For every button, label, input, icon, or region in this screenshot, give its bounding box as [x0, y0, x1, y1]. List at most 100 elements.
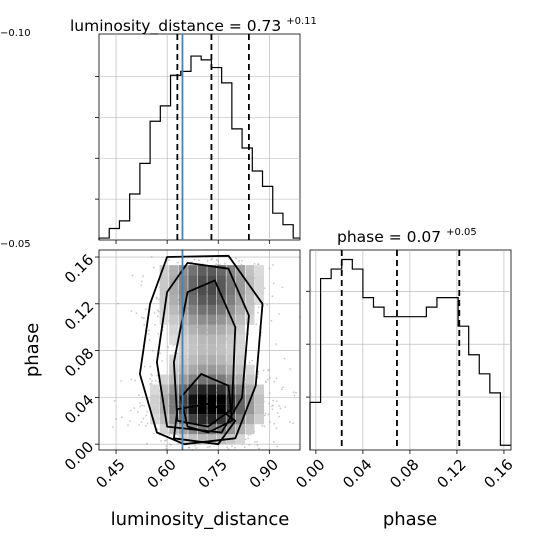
density-cell: [197, 404, 207, 415]
density-cell: [216, 275, 226, 286]
density-cell: [207, 414, 217, 425]
density-cell: [216, 324, 226, 335]
scatter-point: [275, 343, 278, 346]
title-prefix: phase = 0.07: [337, 228, 441, 246]
density-cell: [216, 384, 226, 395]
density-cell: [207, 394, 217, 405]
density-cell: [150, 414, 160, 425]
density-cell: [226, 285, 236, 296]
scatter-point: [234, 446, 236, 449]
scatter-point: [165, 445, 168, 448]
density-cell: [197, 334, 207, 345]
scatter-point: [211, 257, 214, 260]
scatter-point: [138, 424, 140, 426]
scatter-point: [262, 369, 265, 372]
scatter-point: [279, 407, 282, 410]
scatter-point: [130, 378, 133, 381]
scatter-point: [263, 414, 266, 417]
density-cell: [188, 404, 198, 415]
density-cell: [159, 275, 169, 286]
scatter-point: [283, 357, 286, 360]
density-cell: [207, 304, 217, 315]
density-cell: [235, 314, 245, 325]
density-cell: [235, 334, 245, 345]
scatter-point: [193, 258, 196, 261]
density-cell: [197, 434, 207, 445]
scatter-point: [256, 444, 259, 447]
density-cell: [150, 394, 160, 405]
scatter-point: [267, 413, 270, 416]
scatter-point: [130, 310, 133, 313]
density-cell: [245, 424, 255, 435]
density-cell: [197, 374, 207, 385]
scatter-point: [150, 256, 153, 258]
density-cell: [169, 265, 179, 276]
contour-line: [179, 373, 233, 434]
scatter-point: [248, 444, 251, 446]
density-cell: [207, 434, 217, 445]
scatter-point: [147, 332, 150, 335]
density-cell: [169, 324, 179, 335]
density-cell: [150, 384, 160, 395]
density-cell: [169, 275, 179, 286]
scatter-point: [152, 266, 155, 269]
scatter-point: [271, 408, 274, 411]
scatter-point: [149, 365, 152, 368]
scatter-point: [158, 310, 160, 313]
scatter-point: [172, 344, 175, 347]
x-tick-labels: 0.00 0.04 0.08 0.12 0.16: [292, 456, 516, 492]
density-cell: [197, 294, 207, 305]
scatter-point: [146, 411, 149, 413]
density-cell: [235, 265, 245, 276]
density-cell: [159, 414, 169, 425]
scatter-point: [266, 378, 269, 381]
density-cell: [216, 354, 226, 365]
scatter-point: [156, 428, 159, 431]
quantile-lines: [340, 250, 461, 450]
density-cell: [245, 304, 255, 315]
scatter-point: [271, 295, 274, 298]
density-cell: [235, 384, 245, 395]
scatter-point: [256, 440, 258, 443]
scatter-point: [243, 446, 246, 449]
density-cell: [197, 265, 207, 276]
density-cell: [188, 265, 198, 276]
scatter-point: [257, 373, 259, 376]
density-cell: [207, 404, 217, 415]
density-cell: [207, 294, 217, 305]
scatter-point: [272, 441, 275, 443]
density-cell: [169, 374, 179, 385]
density-cell: [207, 324, 217, 335]
density-cell: [216, 344, 226, 355]
scatter-point: [145, 414, 148, 417]
title-upper-error: +0.05: [446, 227, 477, 238]
density-cell: [188, 304, 198, 315]
scatter-point: [217, 260, 219, 262]
scatter-point: [272, 282, 275, 285]
panel-joint: 0.45 0.60 0.75 0.90 0.00 0.04 0.08 0.12 0.16: [61, 249, 301, 492]
density-cell: [188, 354, 198, 365]
density-cell: [169, 384, 179, 395]
scatter-point: [143, 404, 146, 407]
scatter-point: [272, 399, 275, 402]
density-cell: [245, 265, 255, 276]
scatter-point: [276, 445, 279, 448]
scatter-point: [210, 258, 212, 261]
density-cell: [188, 434, 198, 445]
density-cell: [216, 404, 226, 415]
density-cell: [188, 275, 198, 286]
scatter-point: [295, 391, 297, 394]
scatter-point: [206, 260, 209, 262]
x-tick-label: 0.00: [292, 456, 328, 492]
scatter-point: [257, 263, 259, 266]
density-cell: [197, 414, 207, 425]
scatter-point: [292, 391, 295, 394]
scatter-point: [142, 317, 145, 320]
scatter-point: [168, 259, 170, 261]
density-cell: [188, 364, 198, 375]
scatter-point: [209, 445, 211, 448]
scatter-point: [142, 417, 145, 420]
density-cell: [150, 404, 160, 415]
scatter-point: [150, 382, 153, 385]
density-cell: [235, 324, 245, 335]
